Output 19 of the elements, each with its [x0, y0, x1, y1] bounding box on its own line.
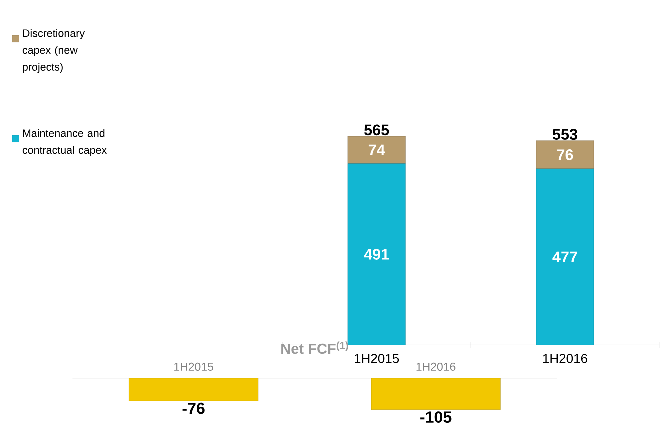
data-label: 477 — [552, 252, 578, 262]
legend-label: Maintenance and contractual capex — [22, 129, 107, 156]
data-label: 491 — [364, 248, 390, 260]
x-tick-label: 1H2016 — [543, 354, 588, 364]
x-tick-label: 1H2016 — [416, 362, 456, 371]
data-label: -76 — [182, 402, 205, 414]
x-tick-label: 1H2015 — [174, 362, 214, 371]
chart-title: Net FCF$^{(1)}$ — [282, 342, 348, 354]
data-label: 76 — [557, 149, 574, 160]
bar — [536, 168, 594, 346]
data-label: 74 — [368, 144, 386, 156]
bar — [536, 140, 594, 170]
total-label: 553 — [552, 128, 578, 140]
bar — [348, 136, 406, 164]
legend-label: Discretionary capex (new projects) — [22, 29, 86, 73]
bar — [348, 164, 406, 346]
x-tick-label: 1H2015 — [355, 354, 400, 364]
data-label: -105 — [420, 411, 452, 423]
total-label: 565 — [364, 124, 390, 136]
